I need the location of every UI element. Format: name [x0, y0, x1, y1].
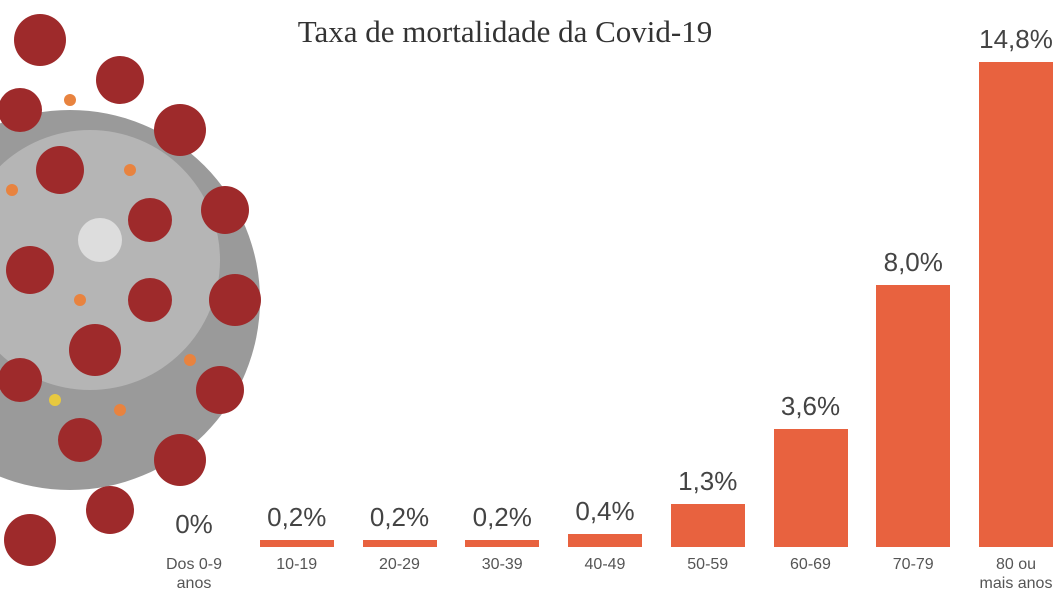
x-tick-label: 80 ou mais anos [978, 555, 1054, 593]
bar [363, 540, 437, 547]
chart: Taxa de mortalidade da Covid-19 0% Dos 0-… [0, 0, 1063, 597]
value-label: 0,2% [345, 502, 455, 533]
x-tick-label: 30-39 [464, 555, 540, 574]
x-tick-label: 10-19 [259, 555, 335, 574]
value-label: 1,3% [653, 466, 763, 497]
x-tick-label: 50-59 [670, 555, 746, 574]
value-label: 0,2% [242, 502, 352, 533]
bar [876, 285, 950, 547]
value-label: 3,6% [756, 391, 866, 422]
value-label: 8,0% [858, 247, 968, 278]
x-tick-label: 60-69 [773, 555, 849, 574]
bar [671, 504, 745, 547]
bar [465, 540, 539, 547]
bar [774, 429, 848, 547]
value-label: 0,2% [447, 502, 557, 533]
chart-title: Taxa de mortalidade da Covid-19 [260, 14, 750, 50]
value-label: 14,8% [961, 24, 1063, 55]
bar [568, 534, 642, 547]
x-tick-label: 40-49 [567, 555, 643, 574]
value-label: 0% [139, 509, 249, 540]
bar [260, 540, 334, 547]
value-label: 0,4% [550, 496, 660, 527]
x-tick-label: 20-29 [362, 555, 438, 574]
x-tick-label: Dos 0-9 anos [156, 555, 232, 593]
x-tick-label: 70-79 [875, 555, 951, 574]
bar [979, 62, 1053, 547]
